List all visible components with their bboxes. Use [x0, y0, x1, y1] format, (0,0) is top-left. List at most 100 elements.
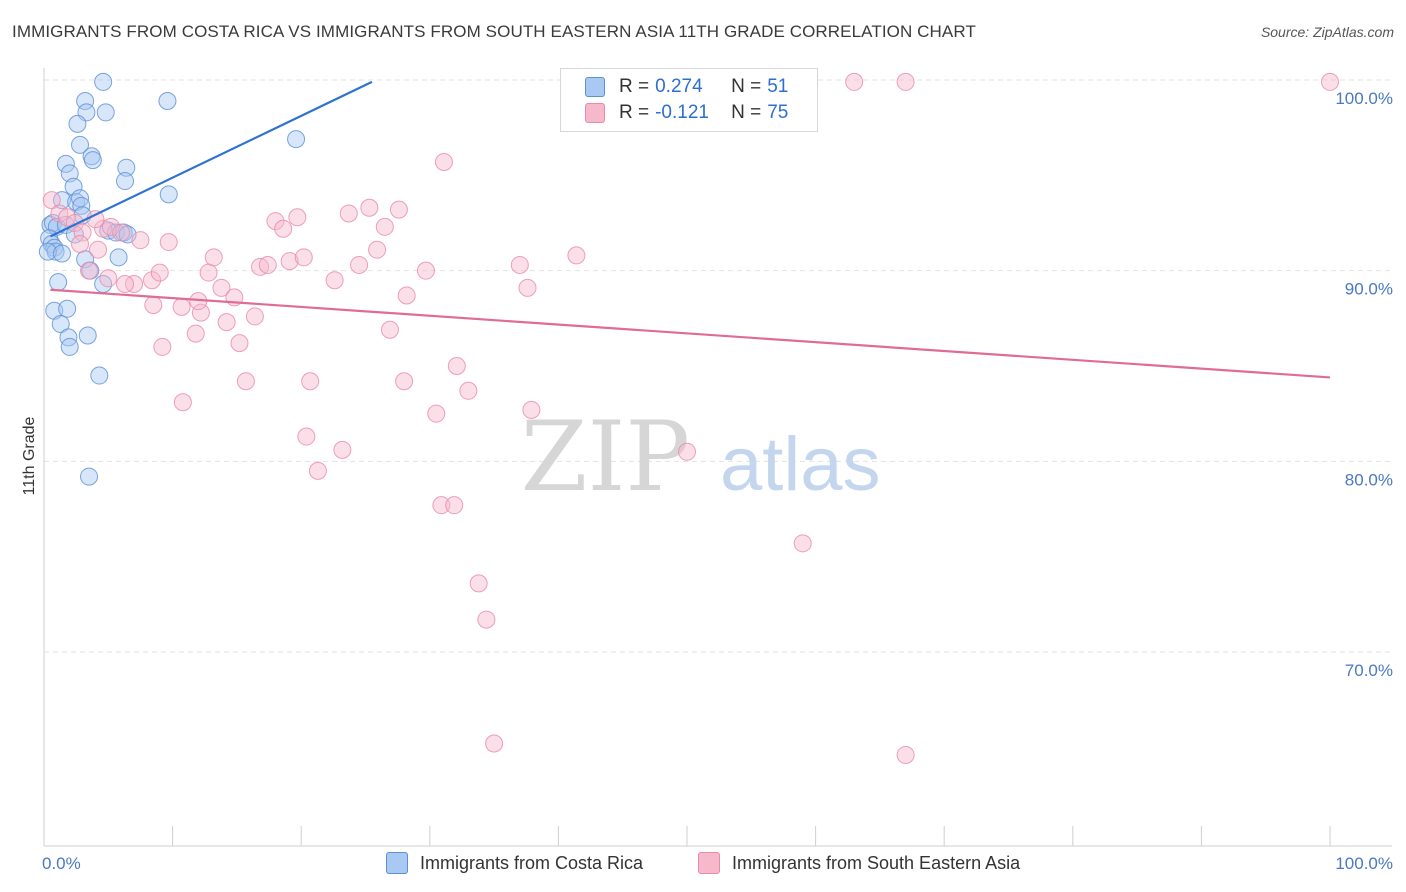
point-se-asia: [116, 275, 135, 294]
point-se-asia: [212, 278, 231, 297]
point-se-asia: [251, 257, 270, 276]
y-tick-label: 80.0%: [1345, 470, 1393, 489]
point-se-asia: [288, 208, 307, 227]
point-se-asia: [333, 440, 352, 459]
point-costa-rica: [116, 172, 135, 191]
point-costa-rica: [96, 103, 115, 122]
point-se-asia: [258, 255, 277, 274]
point-se-asia: [144, 295, 163, 314]
series-costa-rica-points: [38, 72, 306, 486]
legend-n-label: N =: [731, 76, 762, 97]
y-tick-label: 100.0%: [1335, 89, 1393, 108]
point-se-asia: [896, 72, 915, 91]
trend-lines: [49, 80, 1331, 379]
point-costa-rica: [83, 151, 102, 170]
legend-n-value: 75: [767, 102, 789, 123]
point-costa-rica: [159, 185, 178, 204]
point-costa-rica: [53, 191, 72, 210]
legend-r-label: R =: [619, 76, 650, 97]
series-se-asia-points: [42, 72, 1339, 764]
point-se-asia: [131, 231, 150, 250]
bottom-legend-swatch-blue: [386, 852, 408, 874]
x-tick-label: 0.0%: [42, 854, 81, 873]
point-costa-rica: [76, 91, 95, 110]
y-tick-label: 90.0%: [1345, 280, 1393, 299]
point-se-asia: [389, 200, 408, 219]
point-se-asia: [94, 219, 113, 238]
point-se-asia: [42, 191, 61, 210]
point-se-asia: [510, 255, 529, 274]
point-se-asia: [199, 263, 218, 282]
legend-r-value: -0.121: [655, 102, 709, 123]
point-se-asia: [266, 212, 285, 231]
point-se-asia: [350, 255, 369, 274]
point-costa-rica: [58, 299, 77, 318]
point-se-asia: [125, 275, 144, 294]
point-se-asia: [445, 496, 464, 515]
point-se-asia: [236, 372, 255, 391]
bottom-legend-label: Immigrants from Costa Rica: [420, 852, 644, 873]
point-se-asia: [150, 263, 169, 282]
point-se-asia: [416, 261, 435, 280]
point-se-asia: [678, 442, 696, 461]
gridlines: [44, 79, 1392, 653]
watermark-zip: ZIP: [521, 401, 690, 513]
point-se-asia: [153, 337, 172, 356]
point-se-asia: [434, 152, 453, 171]
point-costa-rica: [38, 242, 57, 261]
chart-title: IMMIGRANTS FROM COSTA RICA VS IMMIGRANTS…: [12, 22, 976, 41]
point-se-asia: [469, 574, 488, 593]
point-se-asia: [297, 427, 316, 446]
point-se-asia: [159, 233, 178, 252]
legend-row-se-asia: R = -0.121 N = 75: [585, 101, 788, 125]
point-se-asia: [274, 219, 293, 238]
point-se-asia: [447, 357, 466, 375]
point-se-asia: [845, 72, 864, 91]
point-se-asia: [1321, 72, 1339, 91]
point-costa-rica: [60, 337, 79, 356]
point-se-asia: [73, 223, 92, 242]
legend-r-value: 0.274: [655, 76, 703, 97]
point-se-asia: [245, 307, 264, 326]
legend-r-label: R =: [619, 102, 650, 123]
point-costa-rica: [60, 164, 79, 183]
x-tick-label: 100.0%: [1335, 854, 1393, 873]
watermark-atlas: atlas: [720, 422, 881, 507]
point-se-asia: [172, 297, 191, 316]
y-axis-title: 11th Grade: [21, 416, 38, 495]
point-se-asia: [567, 246, 586, 265]
point-se-asia: [459, 381, 478, 400]
point-se-asia: [173, 393, 192, 412]
point-se-asia: [380, 320, 399, 339]
legend-n-label: N =: [731, 102, 762, 123]
trend-line-se-asia: [50, 288, 1331, 379]
point-se-asia: [360, 198, 379, 217]
point-costa-rica: [71, 135, 90, 154]
legend-row-costa-rica: R = 0.274 N = 51: [585, 75, 788, 99]
point-se-asia: [896, 745, 915, 764]
point-costa-rica: [90, 366, 109, 385]
point-costa-rica: [94, 72, 113, 91]
point-se-asia: [80, 261, 99, 280]
bottom-legend-swatch-pink: [698, 852, 720, 874]
point-costa-rica: [158, 91, 177, 110]
point-se-asia: [432, 496, 451, 515]
point-se-asia: [112, 223, 131, 242]
point-costa-rica: [287, 130, 306, 149]
point-se-asia: [395, 372, 414, 391]
bottom-legend-costa-rica: Immigrants from Costa Rica: [386, 852, 643, 874]
point-se-asia: [71, 234, 90, 253]
point-se-asia: [101, 217, 120, 236]
point-se-asia: [280, 252, 299, 271]
point-se-asia: [99, 269, 118, 288]
point-se-asia: [522, 400, 541, 419]
point-costa-rica: [53, 244, 72, 263]
point-costa-rica: [64, 177, 83, 196]
point-se-asia: [204, 248, 223, 267]
point-se-asia: [485, 734, 504, 753]
point-se-asia: [191, 303, 210, 322]
point-se-asia: [427, 404, 446, 423]
point-se-asia: [86, 210, 105, 229]
legend-swatch-pink: [585, 103, 605, 123]
